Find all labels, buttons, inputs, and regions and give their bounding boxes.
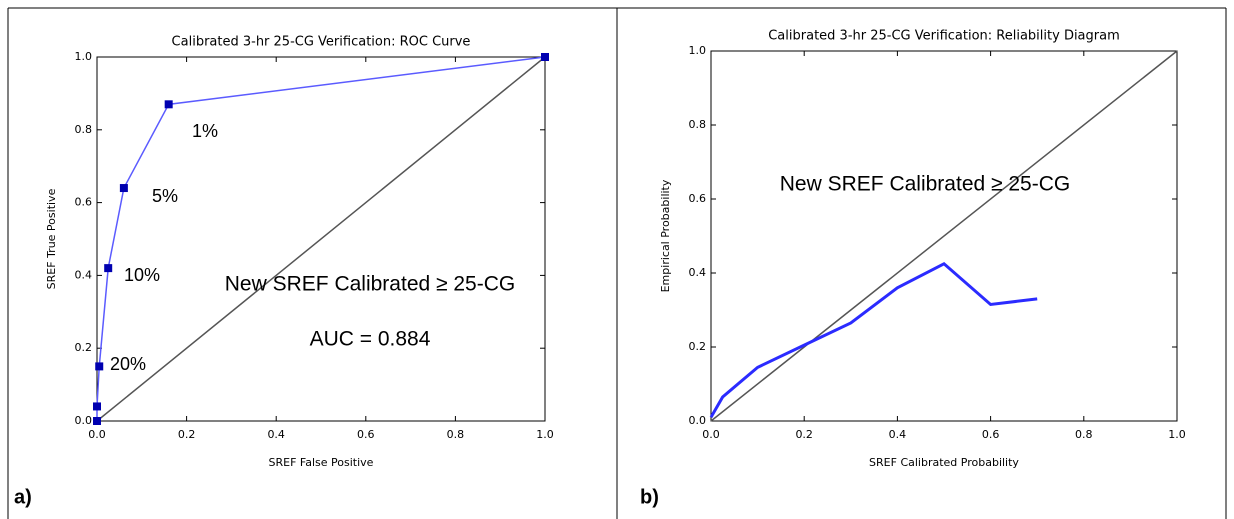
data-marker xyxy=(93,402,101,411)
y-tick-label: 1.0 xyxy=(689,44,707,57)
chart-title: Calibrated 3-hr 25-CG Verification: Reli… xyxy=(768,29,1120,44)
panel-label: b) xyxy=(640,486,659,508)
y-tick-label: 0.8 xyxy=(689,118,707,131)
y-tick-label: 1.0 xyxy=(75,50,93,63)
plot-area xyxy=(710,50,1178,422)
plot-area xyxy=(96,56,546,422)
data-marker xyxy=(93,417,101,425)
x-tick-label: 0.2 xyxy=(178,428,196,441)
y-tick-label: 0.6 xyxy=(75,196,93,209)
x-tick-label: 0.4 xyxy=(267,428,285,441)
y-tick-label: 0.0 xyxy=(75,414,93,427)
y-axis-label: Empirical Probability xyxy=(659,179,672,292)
data-marker xyxy=(164,100,173,109)
reference-diagonal xyxy=(96,56,546,422)
data-marker xyxy=(541,53,549,61)
data-marker xyxy=(119,184,128,193)
data-marker xyxy=(95,362,104,371)
chart-title: Calibrated 3-hr 25-CG Verification: ROC … xyxy=(172,35,471,50)
x-tick-label: 0.4 xyxy=(889,428,907,441)
x-tick-label: 0.0 xyxy=(88,428,106,441)
point-label: 10% xyxy=(124,265,160,285)
x-tick-label: 0.2 xyxy=(795,428,813,441)
panel-label: a) xyxy=(14,486,32,508)
y-tick-label: 0.0 xyxy=(689,414,707,427)
x-tick-label: 0.8 xyxy=(447,428,465,441)
x-tick-label: 0.6 xyxy=(982,428,1000,441)
x-tick-label: 0.6 xyxy=(357,428,375,441)
x-tick-label: 1.0 xyxy=(1168,428,1186,441)
y-tick-label: 0.6 xyxy=(689,192,707,205)
y-axis-label: SREF True Positive xyxy=(45,188,58,289)
x-axis-label: SREF False Positive xyxy=(269,456,374,469)
x-tick-label: 1.0 xyxy=(536,428,554,441)
x-tick-label: 0.8 xyxy=(1075,428,1093,441)
y-tick-label: 0.4 xyxy=(75,268,93,281)
annotation: New SREF Calibrated ≥ 25-CG xyxy=(780,173,1070,196)
point-label: 5% xyxy=(152,186,178,206)
data-marker xyxy=(104,264,113,273)
point-label: 20% xyxy=(110,354,146,374)
x-axis-label: SREF Calibrated Probability xyxy=(869,456,1019,469)
reference-diagonal xyxy=(710,50,1178,422)
annotation: AUC = 0.884 xyxy=(310,328,431,351)
x-tick-label: 0.0 xyxy=(702,428,720,441)
y-tick-label: 0.4 xyxy=(689,266,707,279)
y-tick-label: 0.2 xyxy=(75,341,93,354)
y-tick-label: 0.8 xyxy=(75,123,93,136)
y-tick-label: 0.2 xyxy=(689,340,707,353)
data-line xyxy=(709,261,1038,419)
annotation: New SREF Calibrated ≥ 25-CG xyxy=(225,273,515,296)
point-label: 1% xyxy=(192,121,218,141)
